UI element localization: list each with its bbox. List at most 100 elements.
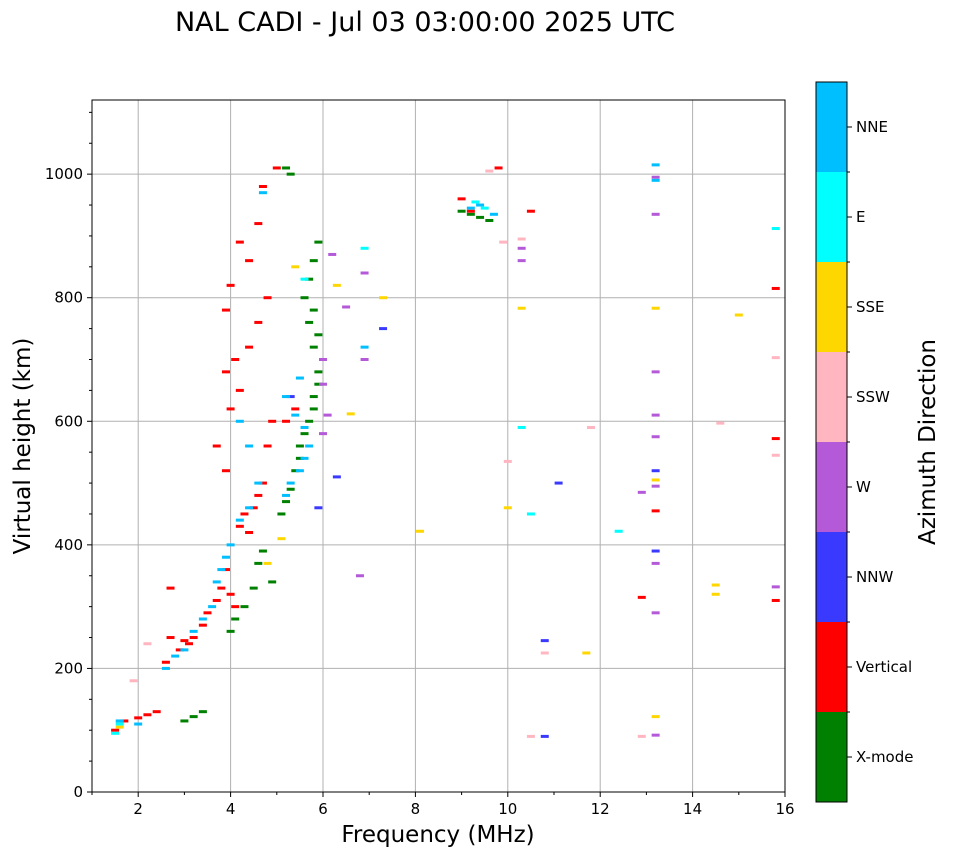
x-tick-label: 14 [683,800,702,818]
data-point-w [651,435,660,439]
data-point-nne [217,568,226,572]
data-point-nne [360,345,369,349]
chart-title: NAL CADI - Jul 03 03:00:00 2025 UTC [175,7,675,38]
data-point-vertical [221,308,230,312]
colorbar-segment [816,622,847,712]
data-point-sse [503,506,512,510]
colorbar-tick-label: E [856,208,865,226]
x-tick-label: 12 [591,800,610,818]
data-point-vertical [254,222,263,226]
data-point-nne [115,719,124,723]
data-point-vertical [526,209,535,213]
data-point-nne [489,212,498,216]
data-point-e [771,227,780,231]
data-point-nne [300,425,309,429]
x-tick-label: 2 [133,800,143,818]
data-point-vertical [254,320,263,324]
data-point-x-mode [231,617,240,621]
data-point-vertical [771,286,780,290]
data-point-vertical [221,370,230,374]
data-point-nne [295,469,304,473]
data-point-x-mode [189,715,198,719]
data-point-x-mode [295,444,304,448]
colorbar-tick-label: W [856,478,871,496]
data-point-sse [734,313,743,317]
data-point-x-mode [291,469,300,473]
data-point-e [300,277,309,281]
data-point-vertical [166,586,175,590]
data-point-nne [286,481,295,485]
data-point-w [651,413,660,417]
data-point-x-mode [305,320,314,324]
data-point-vertical [221,469,230,473]
data-points [111,163,780,738]
data-point-e [111,731,120,735]
data-point-sse [651,306,660,310]
y-axis-label: Virtual height (km) [10,338,36,555]
data-point-nne [258,191,267,195]
data-point-ssw [485,169,494,173]
x-axis-label: Frequency (MHz) [341,822,534,848]
data-point-nne [282,493,291,497]
data-point-nne [134,722,143,726]
data-point-nnw [286,395,295,399]
data-point-vertical [637,595,646,599]
data-point-ssw [129,679,138,683]
data-point-w [517,246,526,250]
data-point-x-mode [314,370,323,374]
data-point-e [115,722,124,726]
colorbar-tick-label: X-mode [856,748,913,766]
colorbar-label: Azimuth Direction [915,339,941,545]
plot-frame [91,99,786,793]
data-point-vertical [185,642,194,646]
data-point-w [651,611,660,615]
x-axis: 2 4 6 8 10 12 14 16 [91,792,795,818]
data-point-e [480,206,489,210]
data-point-vertical [134,716,143,720]
data-point-sse [711,583,720,587]
data-point-x-mode [309,259,318,263]
data-point-ssw [526,734,535,738]
data-point-nnw [540,734,549,738]
data-point-vertical [226,407,235,411]
data-point-x-mode [309,308,318,312]
data-point-ssw [586,425,595,429]
data-point-vertical [143,713,152,717]
data-point-x-mode [240,605,249,609]
data-point-vertical [231,605,240,609]
data-point-vertical [245,345,254,349]
colorbar-segment [816,262,847,352]
data-point-ssw [540,651,549,655]
y-tick-label: 1000 [45,165,83,183]
data-point-nne [226,543,235,547]
data-point-nne [651,178,660,182]
colorbar-segment [816,352,847,442]
x-tick-label: 6 [318,800,328,818]
x-tick-label: 4 [226,800,236,818]
data-point-vertical [231,358,240,361]
data-point-w [328,252,337,256]
data-point-x-mode [254,561,263,565]
data-point-x-mode [268,580,277,584]
data-point-w [319,382,327,386]
data-point-sse [332,283,341,287]
data-point-sse [263,561,272,565]
data-point-ssw [143,642,152,646]
data-point-vertical [258,481,267,485]
data-point-nne [651,163,660,167]
data-point-e [526,512,535,516]
data-point-vertical [189,636,198,640]
data-point-vertical [268,419,277,423]
colorbar-frame [815,81,848,803]
data-point-vertical [175,648,184,652]
y-tick-label: 0 [73,783,83,801]
data-point-w [319,432,327,436]
data-point-vertical [245,531,254,534]
data-point-x-mode [309,407,318,411]
y-axis: 0 200 400 600 800 1000 [45,111,92,801]
data-point-x-mode [457,209,466,213]
data-point-nne [235,518,244,522]
data-point-e [614,529,623,533]
data-point-w [651,484,660,488]
data-point-nne [305,444,314,448]
